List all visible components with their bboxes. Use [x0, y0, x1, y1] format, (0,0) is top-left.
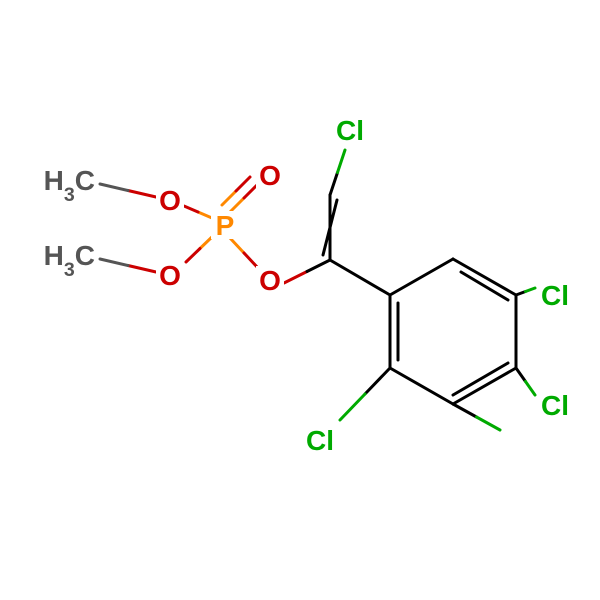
atom-label-o2: O — [259, 265, 281, 296]
atom-label-c1: H3C — [44, 165, 95, 206]
molecule-diagram: POOOOH3CH3CClClClCl — [0, 0, 600, 600]
atom-label-c2: H3C — [44, 240, 95, 281]
atom-label-cl3: Cl — [541, 390, 569, 421]
atom-label-o1: O — [259, 160, 281, 191]
atom-label-o4: O — [159, 260, 181, 291]
atom-label-cl4: Cl — [541, 280, 569, 311]
atom-label-cl1: Cl — [336, 115, 364, 146]
atom-label-p: P — [216, 210, 235, 241]
atom-label-o3: O — [159, 185, 181, 216]
atom-label-cl2: Cl — [306, 425, 334, 456]
